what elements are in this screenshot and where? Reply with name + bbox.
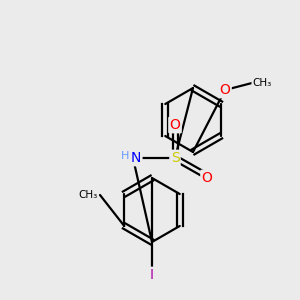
Text: CH₃: CH₃ [252,78,271,88]
Text: CH₃: CH₃ [79,190,98,200]
Text: H: H [121,151,129,161]
Text: N: N [131,151,141,165]
Text: O: O [169,118,180,132]
Text: O: O [220,83,230,97]
Text: O: O [202,171,212,185]
Text: S: S [171,151,179,165]
Text: I: I [150,268,154,282]
